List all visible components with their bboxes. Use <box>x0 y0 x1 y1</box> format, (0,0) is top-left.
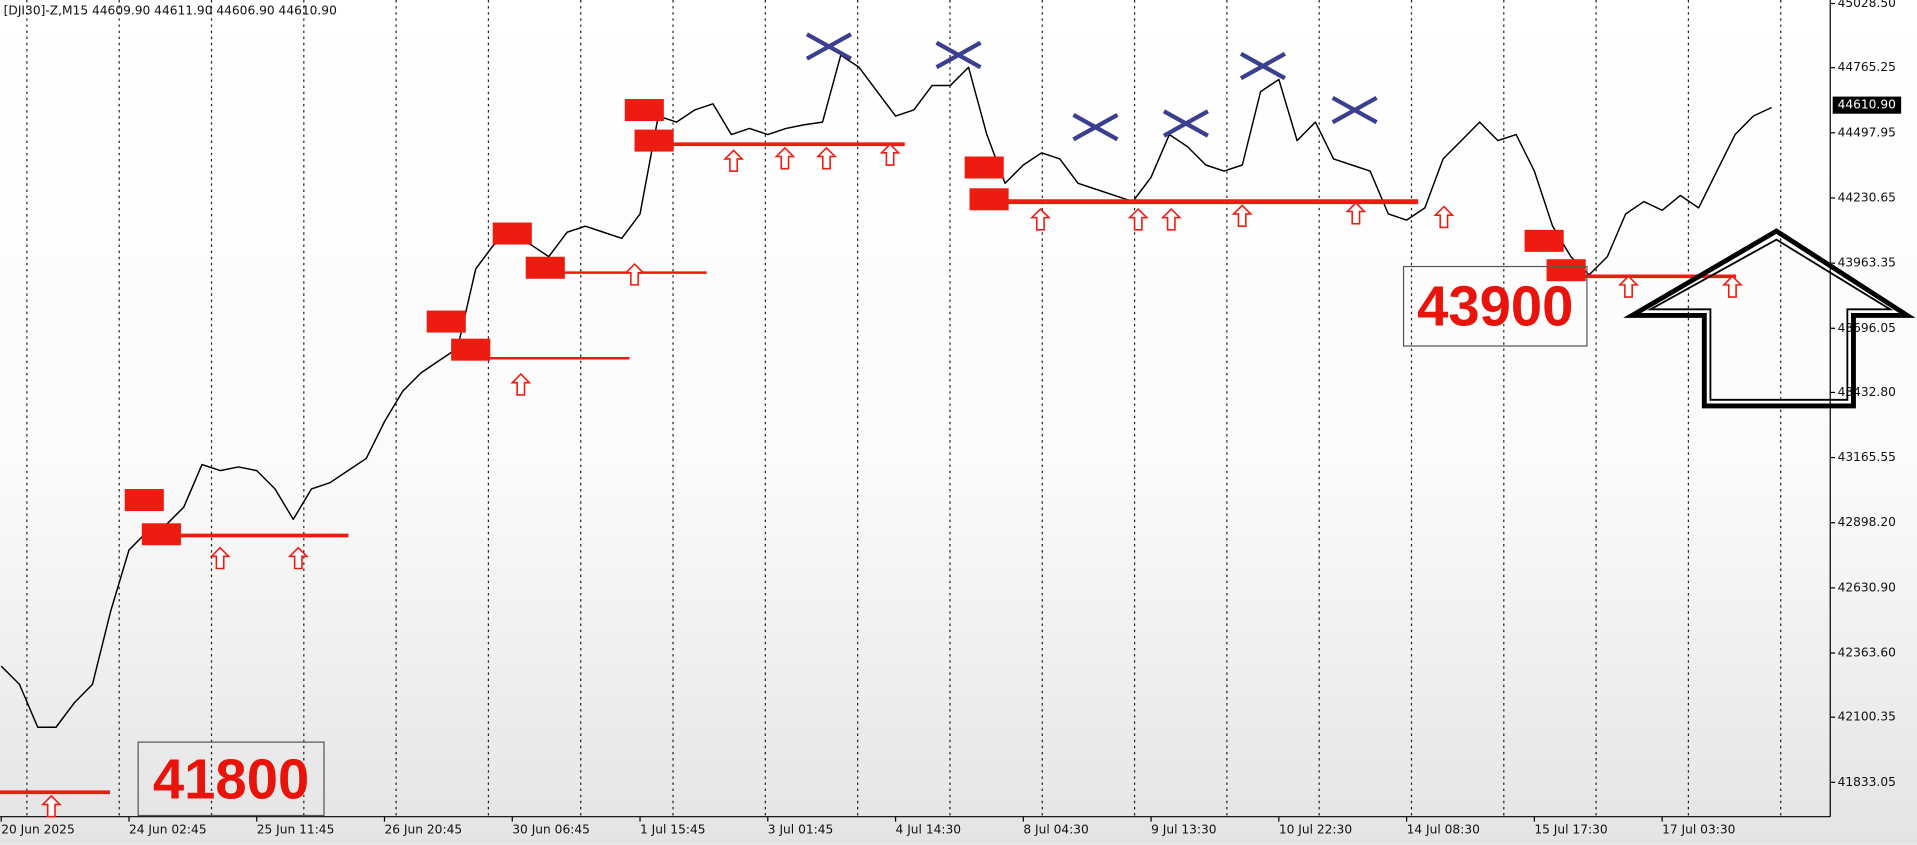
y-tick-label: 43432.80 <box>1838 385 1896 399</box>
annotation: 43900 <box>1417 274 1573 337</box>
cross <box>1331 95 1378 125</box>
y-tick-label: 45028.50 <box>1838 0 1896 10</box>
y-tick-label: 43963.35 <box>1838 256 1896 270</box>
x-tick-label: 3 Jul 01:45 <box>768 823 834 837</box>
zone <box>525 256 565 279</box>
plot <box>0 54 1772 728</box>
up-arrow <box>816 146 837 170</box>
price-line <box>0 54 1772 728</box>
zone <box>124 489 164 512</box>
y-tick-label: 41833.05 <box>1838 775 1896 789</box>
up-arrows <box>40 143 1743 818</box>
y-tick-label: 43696.05 <box>1838 321 1896 335</box>
zone <box>1546 259 1586 282</box>
zone <box>426 310 466 333</box>
y-tick-label: 42100.35 <box>1838 710 1896 724</box>
zone <box>1524 229 1564 252</box>
x-tick-label: 4 Jul 14:30 <box>896 823 962 837</box>
up-arrow <box>1127 207 1149 231</box>
cross <box>1239 51 1286 81</box>
up-arrow <box>774 146 796 170</box>
x-tick-label: 15 Jul 17:30 <box>1534 823 1607 837</box>
x-tick-label: 25 Jun 11:45 <box>257 823 335 837</box>
chart-title: [DJI30]-Z,M15 44609.90 44611.90 44606.90… <box>4 4 337 18</box>
x-tick-label: 26 Jun 20:45 <box>385 823 463 837</box>
up-arrow <box>1029 207 1051 231</box>
big-arrow <box>1623 228 1916 409</box>
up-arrow <box>1231 204 1253 227</box>
x-tick-label: 17 Jul 03:30 <box>1662 823 1735 837</box>
cross <box>935 40 982 70</box>
y-tick-label: 44230.65 <box>1838 190 1896 204</box>
y-tick-label: 44497.95 <box>1838 125 1896 139</box>
up-arrow <box>879 143 901 166</box>
up-arrow <box>1721 275 1743 298</box>
big-arrow-inner <box>1646 238 1894 401</box>
price-label-box <box>1832 96 1902 114</box>
up-arrow <box>1345 201 1367 225</box>
x-tick-label: 9 Jul 13:30 <box>1151 823 1217 837</box>
crosses <box>805 32 1378 142</box>
vertical-grid <box>26 0 1782 817</box>
x-tick-label: 8 Jul 04:30 <box>1023 823 1089 837</box>
zone <box>964 156 1004 179</box>
annotation-box <box>137 741 325 817</box>
up-arrow <box>1433 205 1455 229</box>
up-arrow <box>40 794 62 818</box>
annotation-box <box>1402 265 1588 347</box>
x-tick-label: 30 Jun 06:45 <box>512 823 590 837</box>
up-arrow <box>624 262 646 286</box>
up-arrow <box>209 546 231 570</box>
zone <box>451 338 491 361</box>
x-tick-label: 20 Jun 2025 <box>1 823 75 837</box>
up-arrow <box>287 546 309 570</box>
y-tick-label: 44765.25 <box>1838 60 1896 74</box>
y-tick-label: 42898.20 <box>1838 515 1896 529</box>
x-tick-label: 10 Jul 22:30 <box>1279 823 1352 837</box>
zone <box>969 188 1009 211</box>
y-tick-label: 42630.90 <box>1838 580 1896 594</box>
zone <box>634 129 674 152</box>
y-tick-label: 42363.60 <box>1838 646 1896 660</box>
up-arrow <box>723 149 745 172</box>
up-arrow <box>510 372 532 396</box>
cross <box>805 32 852 61</box>
x-tick-label: 1 Jul 15:45 <box>640 823 706 837</box>
zone <box>624 99 664 122</box>
annotation: 41800 <box>153 748 309 811</box>
y-tick-label: 43165.55 <box>1838 450 1896 464</box>
cross <box>1072 113 1119 142</box>
x-tick-label: 24 Jun 02:45 <box>129 823 207 837</box>
up-arrow <box>1618 275 1639 298</box>
price-label: 44610.90 <box>1838 98 1896 112</box>
x-tick-label: 14 Jul 08:30 <box>1407 823 1480 837</box>
zone <box>492 222 532 245</box>
cross <box>1162 109 1209 138</box>
zones <box>124 99 1586 546</box>
up-arrow <box>1160 207 1182 231</box>
zone <box>141 523 181 546</box>
